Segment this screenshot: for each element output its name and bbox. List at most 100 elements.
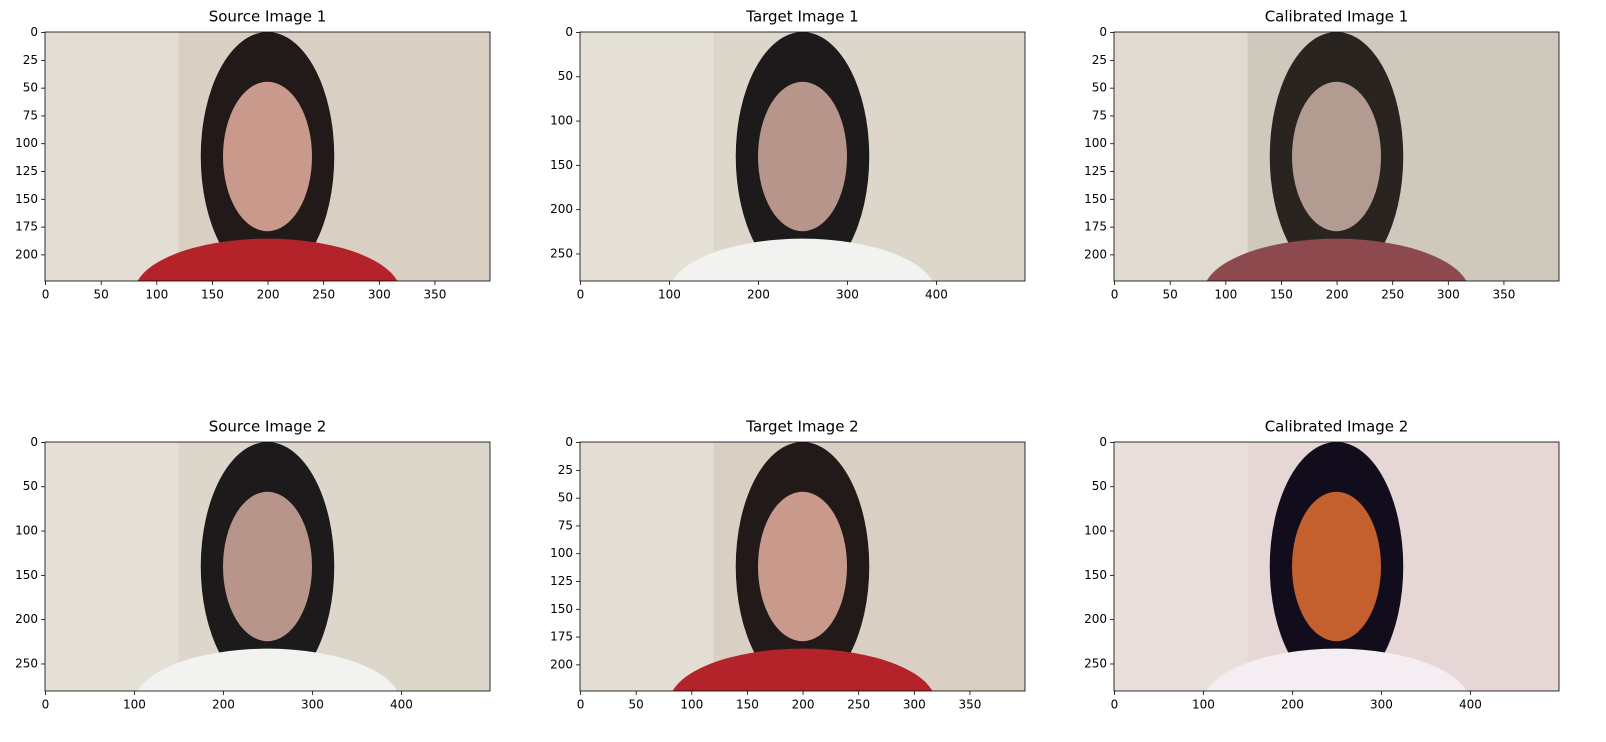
axes-frame	[1113, 31, 1560, 282]
y-tick-label: 250	[1084, 656, 1107, 670]
y-tick-label: 25	[23, 53, 38, 67]
image	[1114, 32, 1559, 281]
x-tick-label: 0	[42, 288, 50, 302]
y-tick-label: 0	[1099, 25, 1107, 39]
y-tick-label: 25	[558, 463, 573, 477]
y-tick-label: 150	[550, 602, 573, 616]
x-tick-label: 350	[958, 698, 981, 712]
image-face	[1292, 491, 1381, 642]
y-tick-label: 175	[15, 220, 38, 234]
x-tick-label: 150	[736, 698, 759, 712]
x-tick-label: 100	[1214, 288, 1237, 302]
axes-frame	[1113, 441, 1560, 692]
x-tick-label: 300	[903, 698, 926, 712]
y-tick-label: 200	[550, 657, 573, 671]
y-tick-label: 0	[30, 435, 38, 449]
y-tick-label: 150	[550, 158, 573, 172]
subplot-title: Target Image 2	[745, 418, 858, 436]
y-tick-label: 50	[23, 81, 38, 95]
image-wall-shade	[45, 32, 179, 281]
y-tick-label: 50	[1092, 479, 1107, 493]
image	[580, 32, 1025, 281]
y-tick-label: 0	[565, 25, 573, 39]
x-tick-label: 0	[1111, 698, 1119, 712]
subplot-title: Calibrated Image 1	[1265, 8, 1409, 26]
x-tick-label: 50	[94, 288, 109, 302]
x-tick-label: 200	[1326, 288, 1349, 302]
x-tick-label: 200	[257, 288, 280, 302]
x-tick-label: 350	[1492, 288, 1515, 302]
y-tick-label: 75	[23, 108, 38, 122]
axes-frame	[44, 441, 491, 692]
image-shirt	[672, 648, 933, 691]
x-tick-label: 400	[390, 698, 413, 712]
y-tick-label: 50	[558, 69, 573, 83]
axes-frame	[44, 31, 491, 282]
x-tick-label: 250	[1381, 288, 1404, 302]
image	[45, 32, 490, 281]
x-tick-label: 350	[423, 288, 446, 302]
y-tick-label: 200	[1084, 612, 1107, 626]
x-tick-label: 300	[368, 288, 391, 302]
image-shirt	[1206, 238, 1467, 281]
x-tick-label: 0	[1111, 288, 1119, 302]
image	[45, 442, 490, 691]
subplot: Calibrated Image 2 0 100 200 300 400 0 50 100 150…	[1084, 418, 1560, 712]
y-tick-label: 0	[565, 435, 573, 449]
y-tick-label: 200	[15, 247, 38, 261]
y-tick-label: 200	[1084, 247, 1107, 261]
image	[1114, 442, 1559, 691]
y-tick-label: 150	[15, 192, 38, 206]
x-tick-label: 300	[301, 698, 324, 712]
x-tick-label: 100	[123, 698, 146, 712]
x-tick-label: 400	[925, 288, 948, 302]
image-shirt	[137, 648, 398, 691]
image-face	[223, 491, 312, 642]
y-tick-label: 150	[1084, 192, 1107, 206]
y-tick-label: 125	[15, 164, 38, 178]
y-tick-label: 75	[558, 518, 573, 532]
subplot-title: Calibrated Image 2	[1265, 418, 1409, 436]
image-face	[1292, 81, 1381, 232]
y-tick-label: 200	[550, 202, 573, 216]
y-tick-label: 75	[1092, 108, 1107, 122]
image-face	[758, 81, 847, 232]
x-tick-label: 100	[680, 698, 703, 712]
x-tick-label: 0	[577, 698, 585, 712]
image-shirt	[1206, 648, 1467, 691]
subplot: Target Image 1 0 100 200 300 400 0 50 100 150 200 2…	[550, 8, 1026, 302]
subplot: Source Image 2 0 100 200 300 400 0 50 100 150 200 2…	[15, 418, 491, 712]
subplot: Source Image 1 0 50 100 150 200 250 300 350 0 25 50…	[15, 8, 491, 302]
y-tick-label: 0	[30, 25, 38, 39]
image-shirt	[672, 238, 933, 281]
image-wall-shade	[580, 442, 714, 691]
y-tick-label: 50	[558, 491, 573, 505]
subplot: Target Image 2 0 50 100 150 200 250 300 350 0 25 50…	[550, 418, 1026, 712]
x-tick-label: 250	[312, 288, 335, 302]
y-tick-label: 100	[1084, 524, 1107, 538]
y-tick-label: 125	[1084, 164, 1107, 178]
y-tick-label: 250	[15, 656, 38, 670]
y-tick-label: 150	[15, 568, 38, 582]
axes-frame	[579, 441, 1026, 692]
x-tick-label: 50	[629, 698, 644, 712]
x-tick-label: 300	[1437, 288, 1460, 302]
image-wall-shade	[580, 32, 714, 281]
y-tick-label: 0	[1099, 435, 1107, 449]
image-wall-shade	[1114, 442, 1248, 691]
x-tick-label: 200	[1281, 698, 1304, 712]
y-tick-label: 250	[550, 246, 573, 260]
x-tick-label: 400	[1459, 698, 1482, 712]
x-tick-label: 250	[847, 698, 870, 712]
subplot: Calibrated Image 1 0 50 100 150 200 250 300 350 0…	[1084, 8, 1560, 302]
x-tick-label: 100	[658, 288, 681, 302]
x-tick-label: 200	[792, 698, 815, 712]
y-tick-label: 25	[1092, 53, 1107, 67]
image-wall-shade	[1114, 32, 1248, 281]
subplot-title: Source Image 2	[209, 418, 327, 436]
image	[580, 442, 1025, 691]
x-tick-label: 200	[212, 698, 235, 712]
x-tick-label: 300	[1370, 698, 1393, 712]
y-tick-label: 200	[15, 612, 38, 626]
x-tick-label: 150	[1270, 288, 1293, 302]
